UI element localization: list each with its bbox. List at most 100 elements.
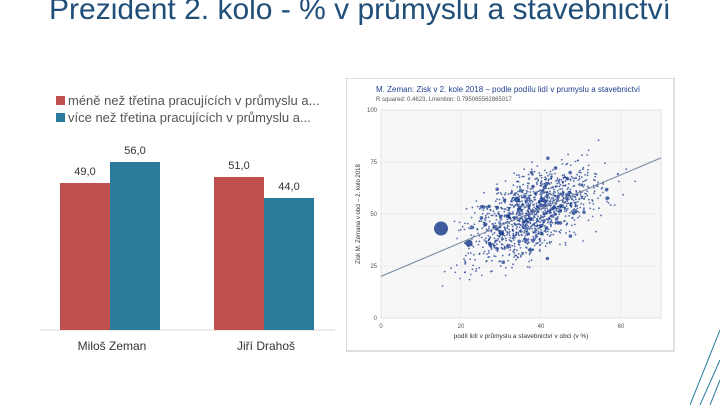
scatter-point xyxy=(597,181,599,183)
scatter-point xyxy=(557,192,560,195)
scatter-point xyxy=(506,224,509,227)
y-tick-label-4: 75 xyxy=(370,160,377,166)
scatter-point xyxy=(478,253,481,256)
scatter-point xyxy=(548,235,551,238)
scatter-point xyxy=(531,208,534,211)
scatter-point xyxy=(519,247,522,249)
scatter-point xyxy=(525,251,527,254)
scatter-point xyxy=(573,202,576,204)
scatter-point xyxy=(467,252,470,255)
scatter-point xyxy=(485,237,487,240)
scatter-point xyxy=(533,244,536,247)
scatter-point xyxy=(571,198,574,200)
scatter-point xyxy=(597,197,599,200)
scatter-point xyxy=(542,216,545,219)
scatter-point xyxy=(572,195,574,198)
scatter-point xyxy=(587,219,590,222)
scatter-point xyxy=(538,248,541,251)
scatter-point xyxy=(456,237,458,240)
scatter-point xyxy=(495,239,497,242)
scatter-point xyxy=(482,209,485,212)
scatter-point xyxy=(634,180,636,183)
scatter-point xyxy=(509,249,512,251)
scatter-point xyxy=(519,186,522,189)
scatter-point xyxy=(521,190,524,193)
scatter-point xyxy=(601,186,604,189)
scatter-point xyxy=(466,222,469,225)
scatter-point xyxy=(505,247,508,249)
scatter-point xyxy=(482,223,485,226)
scatter-point xyxy=(582,180,584,183)
scatter-point xyxy=(528,241,530,244)
scatter-point xyxy=(514,254,516,257)
scatter-point xyxy=(512,225,514,228)
scatter-point xyxy=(535,211,538,214)
scatter-point xyxy=(534,230,537,233)
scatter-point xyxy=(534,191,537,194)
scatter-point xyxy=(469,227,472,230)
legend-item-series-1: méně než třetina pracujících v průmyslu … xyxy=(56,92,319,109)
scatter-point xyxy=(537,215,539,218)
scatter-point xyxy=(492,214,494,217)
scatter-point xyxy=(581,154,583,157)
scatter-point xyxy=(471,206,474,209)
scatter-point xyxy=(506,227,509,230)
scatter-point xyxy=(516,226,519,228)
scatter-point xyxy=(525,192,528,195)
scatter-point xyxy=(516,249,518,252)
scatter-point xyxy=(497,192,500,194)
scatter-point xyxy=(588,202,591,204)
scatter-point xyxy=(554,214,556,216)
scatter-point xyxy=(522,226,525,229)
scatter-point xyxy=(517,253,520,255)
scatter-point xyxy=(531,188,533,190)
scatter-point xyxy=(517,180,520,183)
scatter-point xyxy=(572,180,575,182)
scatter-point xyxy=(498,226,501,229)
scatter-point xyxy=(538,172,541,174)
scatter-point xyxy=(519,207,521,209)
scatter-point xyxy=(539,221,542,224)
scatter-point xyxy=(584,174,586,176)
scatter-point xyxy=(495,187,499,191)
scatter-point xyxy=(594,230,597,233)
scatter-point xyxy=(582,166,585,169)
scatter-point xyxy=(571,216,574,219)
scatter-point xyxy=(523,237,526,240)
scatter-point xyxy=(545,177,548,180)
scatter-point xyxy=(527,217,530,220)
scatter-point xyxy=(488,225,490,228)
scatter-point xyxy=(461,225,464,228)
scatter-point xyxy=(561,190,564,192)
scatter-point xyxy=(582,185,585,188)
scatter-point xyxy=(495,246,499,251)
scatter-point xyxy=(506,245,509,247)
scatter-point xyxy=(545,256,550,261)
scatter-point xyxy=(573,184,576,187)
scatter-bubble-2 xyxy=(465,239,473,247)
scatter-point xyxy=(450,267,452,269)
scatter-point xyxy=(544,181,549,186)
scatter-point xyxy=(540,181,543,183)
scatter-point xyxy=(540,219,543,222)
scatter-point xyxy=(574,233,577,236)
scatter-point xyxy=(557,210,559,213)
scatter-point xyxy=(509,203,511,206)
scatter-point xyxy=(534,193,537,195)
scatter-point xyxy=(512,184,515,187)
scatter-point xyxy=(565,232,567,234)
scatter-point xyxy=(517,208,519,210)
scatter-point xyxy=(515,223,517,226)
scatter-point xyxy=(591,199,593,201)
scatter-point xyxy=(543,169,546,172)
scatter-point xyxy=(496,234,499,237)
scatter-point xyxy=(476,205,479,208)
scatter-point xyxy=(549,190,551,193)
scatter-point xyxy=(552,197,555,199)
scatter-point xyxy=(512,263,514,266)
x-tick-label-3: 40 xyxy=(538,324,545,330)
scatter-point xyxy=(559,183,562,186)
scatter-point xyxy=(454,271,457,274)
scatter-point xyxy=(597,139,600,142)
scatter-point xyxy=(532,219,535,222)
